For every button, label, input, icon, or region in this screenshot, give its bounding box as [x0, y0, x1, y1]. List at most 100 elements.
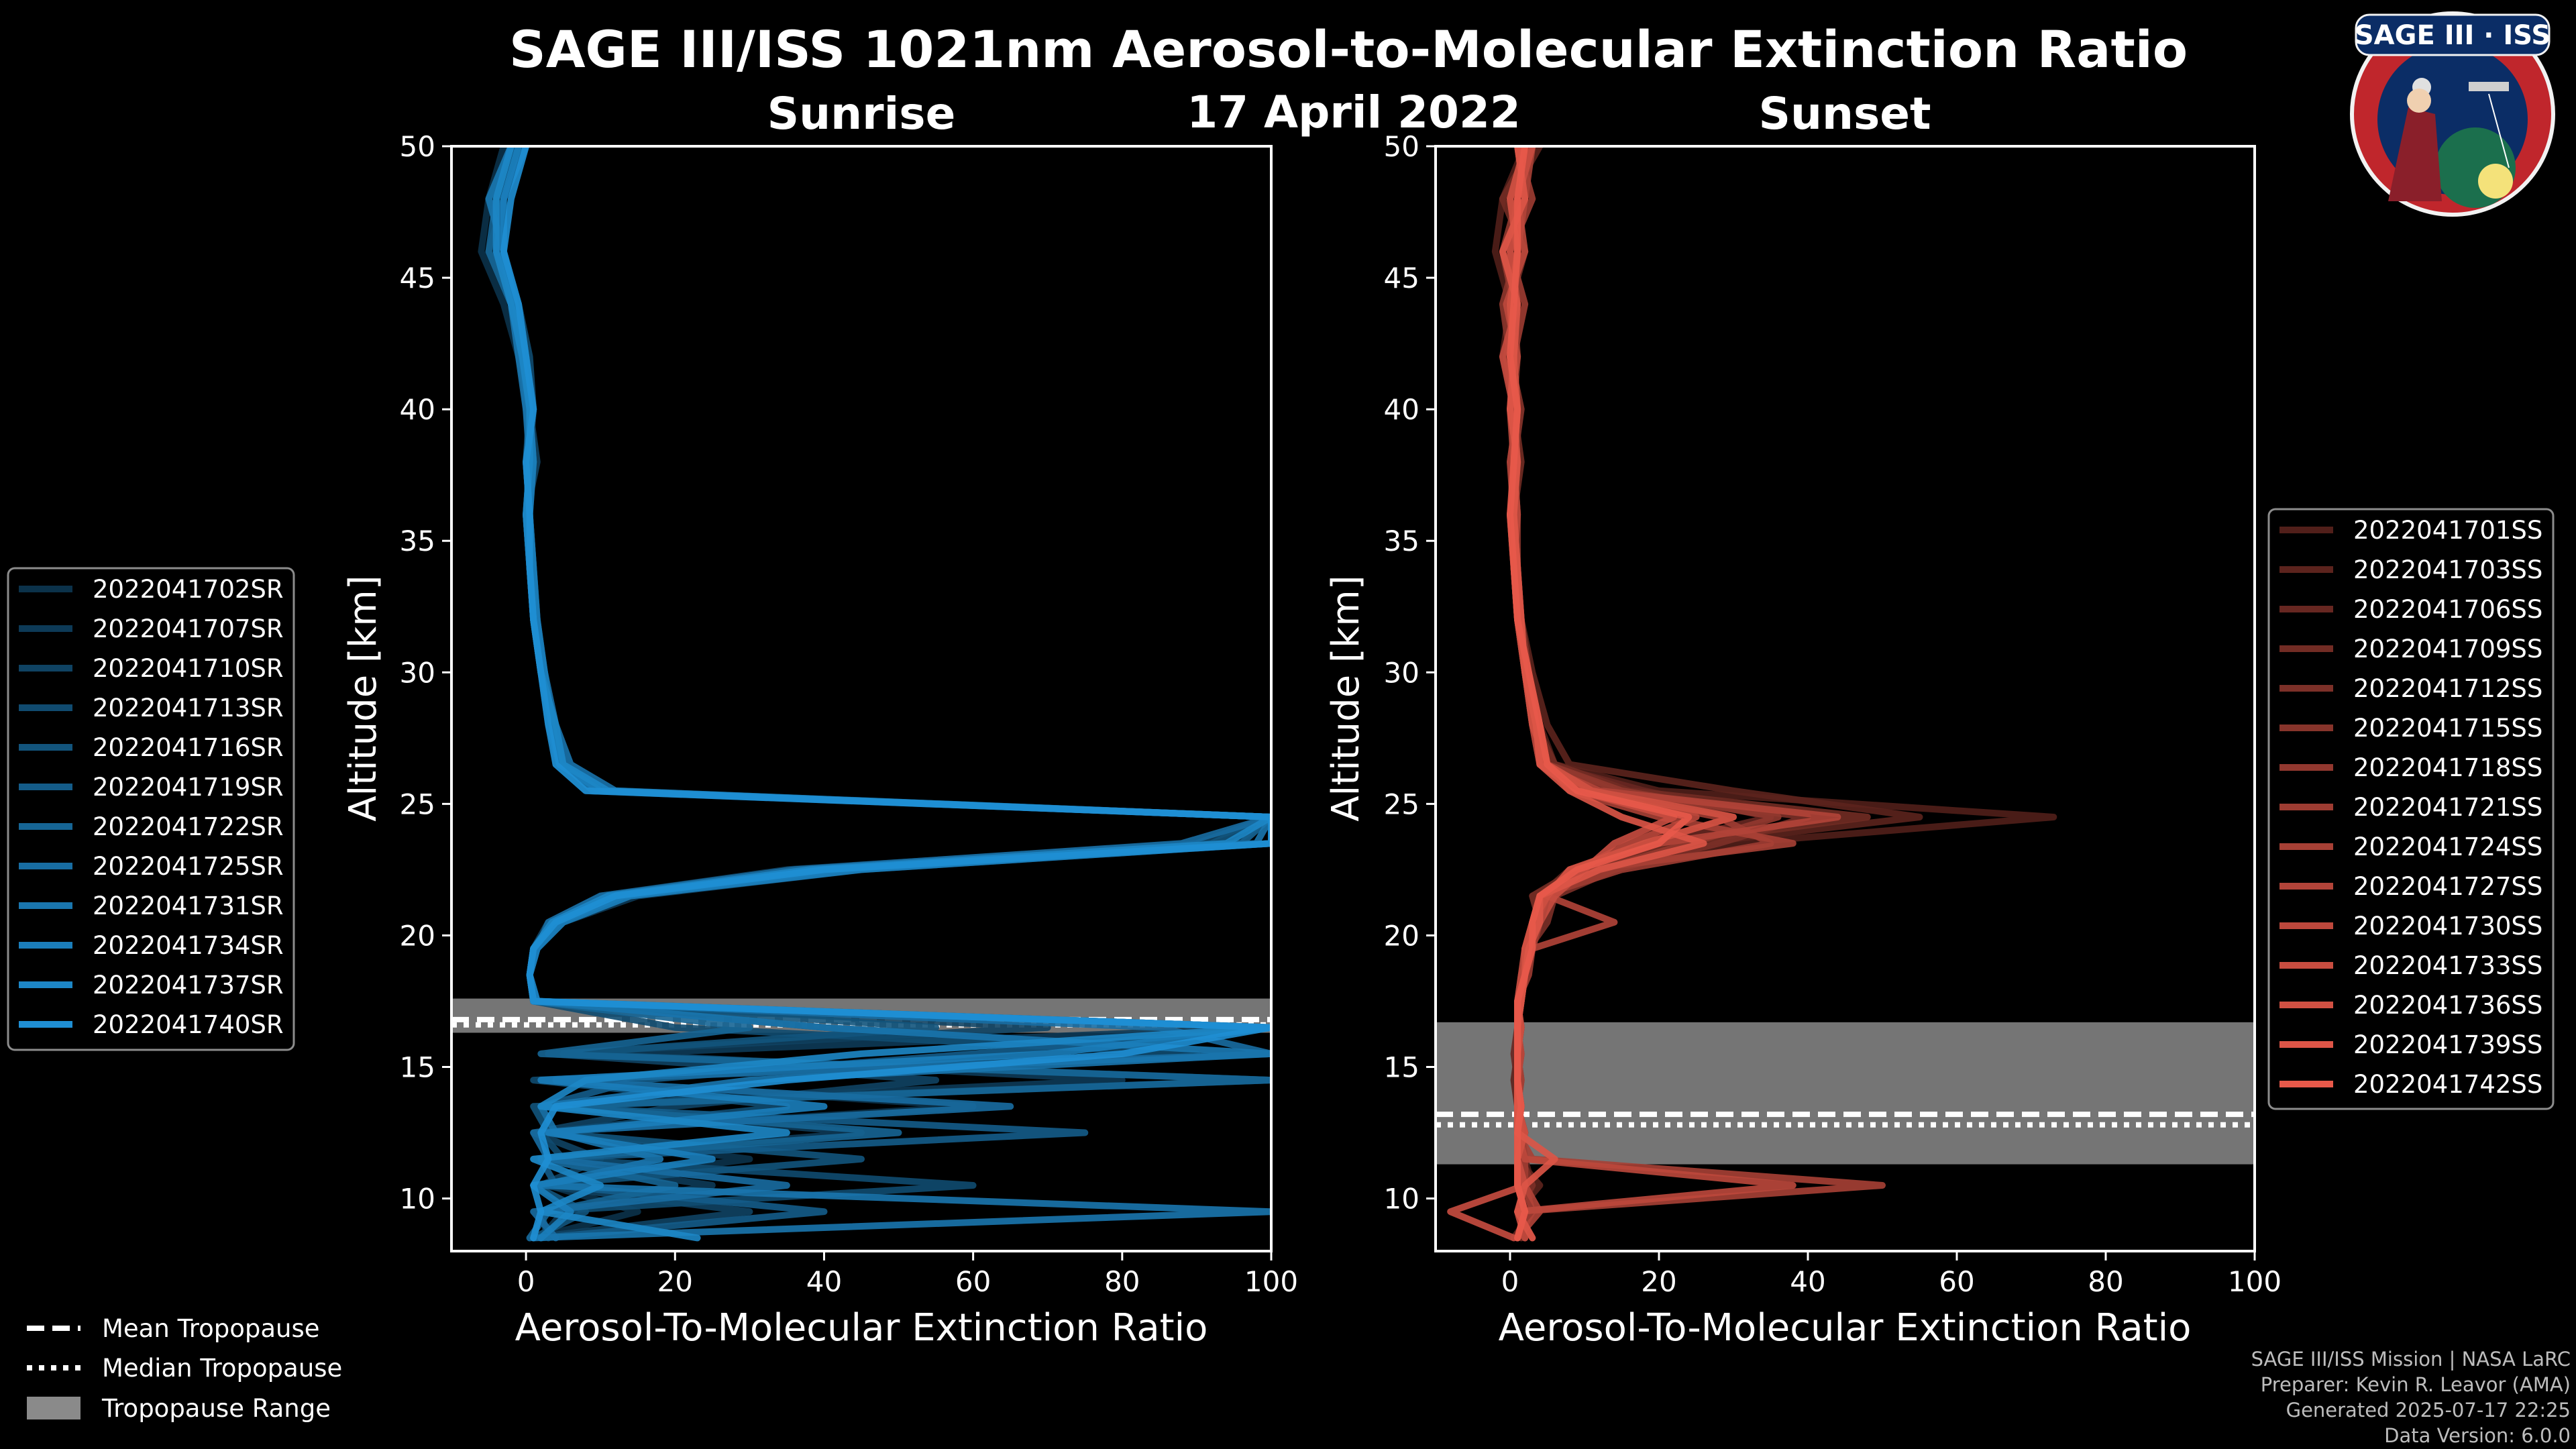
series-line-2022041740SR — [500, 146, 1271, 1242]
legend-label-2022041721SS: 2022041721SS — [2353, 793, 2542, 822]
legend-label-2022041709SS: 2022041709SS — [2353, 635, 2542, 663]
sunrise-x-tick-label: 20 — [657, 1265, 693, 1298]
sunrise-y-tick-label: 45 — [400, 262, 435, 294]
sunrise-x-tick-label: 80 — [1104, 1265, 1140, 1298]
sunrise-y-tick-label: 25 — [400, 788, 435, 820]
legend-label-2022041737SR: 2022041737SR — [93, 971, 284, 1000]
sunset-x-tick-label: 0 — [1501, 1265, 1519, 1298]
credits-block: SAGE III/ISS Mission | NASA LaRC Prepare… — [2251, 1348, 2571, 1447]
logo-sage-head — [2407, 89, 2431, 113]
tropopause-legend: Mean Tropopause Median Tropopause Tropop… — [27, 1314, 342, 1423]
sunrise-y-tick-label: 50 — [400, 130, 435, 163]
sunrise-y-tick-label: 10 — [400, 1183, 435, 1216]
legend-label-2022041722SR: 2022041722SR — [93, 812, 284, 841]
credit-generated: Generated 2025-07-17 22:25 — [2286, 1399, 2571, 1421]
sunset-legend-frame — [2267, 508, 2555, 1110]
sage-iii-iss-logo: SAGE III · ISS — [2350, 11, 2555, 217]
legend-label-2022041715SS: 2022041715SS — [2353, 714, 2542, 743]
sunset-y-tick-label: 50 — [1384, 130, 1419, 163]
legend-label-2022041730SS: 2022041730SS — [2353, 912, 2542, 941]
sunrise-panel-title: Sunrise — [767, 88, 956, 140]
sunset-y-tick-label: 45 — [1384, 262, 1419, 294]
legend-label-2022041727SS: 2022041727SS — [2353, 872, 2542, 901]
legend-label-2022041731SR: 2022041731SR — [93, 892, 284, 920]
sunset-legend: 2022041701SS 2022041703SS 2022041706SS 2022… — [2267, 508, 2555, 1110]
sunset-y-axis-label: Altitude [km] — [1324, 575, 1368, 821]
sunset-tropopause-layer — [1436, 1022, 2255, 1165]
legend-label-2022041716SR: 2022041716SR — [93, 733, 284, 762]
legend-label-2022041706SS: 2022041706SS — [2353, 595, 2542, 624]
logo-title-text: SAGE III · ISS — [2355, 20, 2551, 51]
sunset-x-tick-label: 60 — [1939, 1265, 1974, 1298]
legend-label-2022041718SS: 2022041718SS — [2353, 753, 2542, 782]
sunset-x-tick-label: 80 — [2088, 1265, 2123, 1298]
credit-mission: SAGE III/ISS Mission | NASA LaRC — [2251, 1348, 2571, 1371]
sunrise-x-tick-label: 60 — [955, 1265, 991, 1298]
sunrise-legend: 2022041702SR 2022041707SR 2022041710SR 2022… — [7, 567, 295, 1051]
sunrise-y-tick-label: 20 — [400, 919, 435, 952]
sunset-y-tick-label: 15 — [1384, 1051, 1419, 1084]
sunrise-legend-frame — [7, 567, 295, 1051]
legend-label-2022041740SR: 2022041740SR — [93, 1010, 284, 1039]
legend-label-2022041736SS: 2022041736SS — [2353, 991, 2542, 1020]
sunset-x-tick-label: 100 — [2228, 1265, 2282, 1298]
credit-data-version: Data Version: 6.0.0 — [2384, 1424, 2571, 1447]
sunset-panel-title: Sunset — [1758, 88, 1931, 140]
sunrise-x-axis-label: Aerosol-To-Molecular Extinction Ratio — [515, 1306, 1208, 1350]
figure-date: 17 April 2022 — [1187, 87, 1521, 138]
sunrise-y-tick-label: 15 — [400, 1051, 435, 1084]
sunrise-y-tick-label: 40 — [400, 393, 435, 426]
sunrise-x-tick-label: 40 — [806, 1265, 842, 1298]
legend-label-2022041703SS: 2022041703SS — [2353, 555, 2542, 584]
logo-sun — [2478, 164, 2513, 199]
legend-label-2022041739SS: 2022041739SS — [2353, 1030, 2542, 1059]
logo-title-band — [2355, 13, 2551, 56]
sunrise-y-tick-label: 30 — [400, 656, 435, 689]
sunset-x-tick-label: 20 — [1641, 1265, 1676, 1298]
legend-label-2022041719SR: 2022041719SR — [93, 773, 284, 802]
sunset-axis-ticks: 0 20 40 60 80 100 10 15 20 25 30 35 40 45 50 — [1384, 130, 2282, 1298]
legend-label-2022041725SR: 2022041725SR — [93, 852, 284, 881]
legend-label-2022041707SR: 2022041707SR — [93, 614, 284, 643]
sunrise-x-tick-label: 0 — [517, 1265, 535, 1298]
legend-label-2022041734SR: 2022041734SR — [93, 931, 284, 960]
sunrise-series-lines — [478, 146, 1271, 1242]
median-tropopause-label: Median Tropopause — [102, 1354, 342, 1383]
series-line-2022041742SS — [1507, 146, 1693, 1242]
sunset-y-tick-label: 40 — [1384, 393, 1419, 426]
sunset-tropopause-range — [1436, 1022, 2255, 1165]
sunset-y-tick-label: 20 — [1384, 919, 1419, 952]
legend-label-2022041710SR: 2022041710SR — [93, 654, 284, 683]
sunrise-y-tick-label: 35 — [400, 525, 435, 557]
sunrise-y-axis-label: Altitude [km] — [341, 575, 385, 821]
legend-label-2022041702SR: 2022041702SR — [93, 575, 284, 604]
tropopause-range-label: Tropopause Range — [101, 1394, 331, 1423]
legend-label-2022041713SR: 2022041713SR — [93, 694, 284, 722]
sunrise-axis-ticks: 0 20 40 60 80 100 10 15 20 25 30 35 40 45 50 — [400, 130, 1299, 1298]
legend-label-2022041712SS: 2022041712SS — [2353, 674, 2542, 703]
sunset-x-axis-label: Aerosol-To-Molecular Extinction Ratio — [1499, 1306, 2192, 1350]
mean-tropopause-label: Mean Tropopause — [102, 1314, 320, 1343]
credit-preparer: Preparer: Kevin R. Leavor (AMA) — [2261, 1373, 2571, 1396]
sunrise-x-tick-label: 100 — [1244, 1265, 1298, 1298]
logo-iss — [2469, 82, 2509, 91]
legend-label-2022041733SS: 2022041733SS — [2353, 951, 2542, 980]
legend-label-2022041742SS: 2022041742SS — [2353, 1070, 2542, 1099]
legend-label-2022041701SS: 2022041701SS — [2353, 516, 2542, 545]
series-line-2022041739SS — [1499, 146, 1707, 1242]
sunrise-panel: 0 20 40 60 80 100 10 15 20 25 30 35 40 45 50 Aerosol-T… — [341, 130, 1298, 1350]
sunrise-plot-frame — [450, 145, 1273, 1252]
logo-light-beam — [2488, 93, 2510, 168]
sunset-y-tick-label: 30 — [1384, 656, 1419, 689]
sunset-y-tick-label: 35 — [1384, 525, 1419, 557]
tropopause-range-swatch — [27, 1397, 80, 1419]
sunset-y-tick-label: 10 — [1384, 1183, 1419, 1216]
figure-title: SAGE III/ISS 1021nm Aerosol-to-Molecular… — [509, 19, 2188, 79]
legend-label-2022041724SS: 2022041724SS — [2353, 833, 2542, 861]
sunset-x-tick-label: 40 — [1790, 1265, 1825, 1298]
sunset-panel: 0 20 40 60 80 100 10 15 20 25 30 35 40 45 50 Aerosol-T… — [1324, 130, 2282, 1350]
sunset-plot-frame — [1434, 145, 2256, 1252]
logo-sage-figure — [2388, 107, 2442, 201]
sunset-series-lines — [1447, 146, 2057, 1242]
